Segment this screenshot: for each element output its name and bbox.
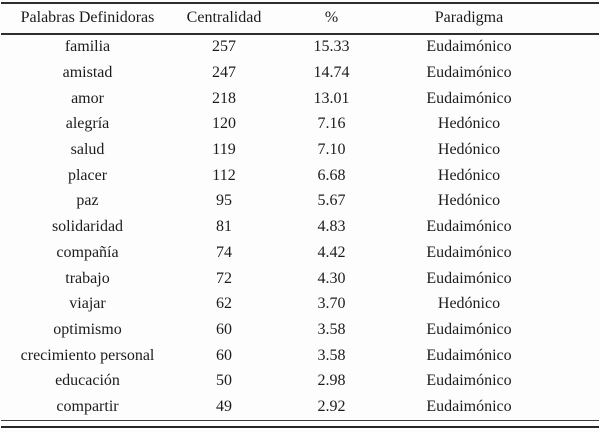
- cell-palabra: compartir: [56, 397, 119, 415]
- table-row: alegría 120 7.16 Hedónico: [1, 112, 599, 138]
- cell-palabra: educación: [55, 372, 120, 390]
- cell-centralidad: 60: [216, 320, 232, 338]
- table-row: placer 112 6.68 Hedónico: [1, 163, 599, 189]
- cell-paradigma: Hedónico: [437, 192, 501, 210]
- cell-centralidad: 218: [212, 89, 236, 107]
- column-header-centralidad: Centralidad: [186, 9, 262, 27]
- cell-palabra: trabajo: [65, 269, 110, 287]
- cell-centralidad: 257: [212, 38, 236, 56]
- cell-porcentaje: 3.58: [317, 320, 346, 338]
- cell-paradigma: Eudaimónico: [426, 397, 512, 415]
- table-row: familia 257 15.33 Eudaimónico: [1, 35, 599, 61]
- table-row: viajar 62 3.70 Hedónico: [1, 291, 599, 317]
- cell-porcentaje: 6.68: [317, 166, 346, 184]
- cell-paradigma: Eudaimónico: [426, 320, 512, 338]
- cell-palabra: amistad: [62, 64, 113, 82]
- cell-palabra: optimismo: [53, 320, 122, 338]
- cell-paradigma: Eudaimónico: [426, 372, 512, 390]
- cell-centralidad: 62: [216, 295, 232, 313]
- cell-porcentaje: 13.01: [313, 89, 350, 107]
- cell-porcentaje: 15.33: [313, 38, 350, 56]
- cell-porcentaje: 7.16: [317, 115, 346, 133]
- table-row: optimismo 60 3.58 Eudaimónico: [1, 317, 599, 343]
- cell-paradigma: Eudaimónico: [426, 346, 512, 364]
- cell-paradigma: Hedónico: [437, 115, 501, 133]
- table-row: salud 119 7.10 Hedónico: [1, 137, 599, 163]
- column-header-palabras-definidoras: Palabras Definidoras: [20, 9, 155, 27]
- table-header-row: Palabras Definidoras Centralidad % Parad…: [1, 4, 599, 35]
- cell-palabra: salud: [70, 141, 105, 159]
- cell-centralidad: 74: [216, 243, 232, 261]
- cell-centralidad: 95: [216, 192, 232, 210]
- cell-paradigma: Eudaimónico: [426, 243, 512, 261]
- cell-porcentaje: 4.42: [317, 243, 346, 261]
- cell-porcentaje: 3.58: [317, 346, 346, 364]
- cell-palabra: amor: [71, 89, 104, 107]
- cell-porcentaje: 5.67: [317, 192, 346, 210]
- cell-paradigma: Eudaimónico: [426, 218, 512, 236]
- cell-porcentaje: 2.98: [317, 372, 346, 390]
- cell-centralidad: 120: [212, 115, 236, 133]
- table-row: paz 95 5.67 Hedónico: [1, 189, 599, 215]
- cell-centralidad: 72: [216, 269, 232, 287]
- cell-paradigma: Eudaimónico: [426, 269, 512, 287]
- cell-porcentaje: 7.10: [317, 141, 346, 159]
- cell-paradigma: Hedónico: [437, 141, 501, 159]
- table-row: educación 50 2.98 Eudaimónico: [1, 368, 599, 394]
- table-row: trabajo 72 4.30 Eudaimónico: [1, 266, 599, 292]
- cell-porcentaje: 14.74: [313, 64, 350, 82]
- cell-porcentaje: 4.30: [317, 269, 346, 287]
- cell-palabra: compañía: [56, 243, 119, 261]
- table-row: amor 218 13.01 Eudaimónico: [1, 86, 599, 112]
- cell-centralidad: 60: [216, 346, 232, 364]
- column-header-paradigma: Paradigma: [434, 9, 504, 27]
- table-bottom-double-rule: [1, 419, 599, 429]
- cell-porcentaje: 4.83: [317, 218, 346, 236]
- table-row: compartir 49 2.92 Eudaimónico: [1, 394, 599, 420]
- cell-porcentaje: 3.70: [317, 295, 346, 313]
- cell-palabra: crecimiento personal: [20, 346, 155, 364]
- cell-palabra: paz: [76, 192, 99, 210]
- cell-centralidad: 112: [212, 166, 236, 184]
- cell-paradigma: Eudaimónico: [426, 89, 512, 107]
- cell-centralidad: 247: [212, 64, 236, 82]
- cell-palabra: placer: [67, 166, 108, 184]
- cell-centralidad: 50: [216, 372, 232, 390]
- cell-paradigma: Hedónico: [437, 295, 501, 313]
- cell-centralidad: 81: [216, 218, 232, 236]
- cell-palabra: solidaridad: [51, 218, 124, 236]
- cell-porcentaje: 2.92: [317, 397, 346, 415]
- cell-paradigma: Eudaimónico: [426, 64, 512, 82]
- column-header-percent: %: [324, 9, 339, 27]
- cell-palabra: alegría: [65, 115, 110, 133]
- cell-paradigma: Eudaimónico: [426, 38, 512, 56]
- table-row: amistad 247 14.74 Eudaimónico: [1, 60, 599, 86]
- cell-paradigma: Hedónico: [437, 166, 501, 184]
- cell-centralidad: 49: [216, 397, 232, 415]
- table-row: compañía 74 4.42 Eudaimónico: [1, 240, 599, 266]
- table-row: crecimiento personal 60 3.58 Eudaimónico: [1, 343, 599, 369]
- cell-palabra: viajar: [69, 295, 106, 313]
- table-body: familia 257 15.33 Eudaimónico amistad 24…: [1, 35, 599, 420]
- cell-centralidad: 119: [212, 141, 236, 159]
- cell-palabra: familia: [64, 38, 111, 56]
- table-row: solidaridad 81 4.83 Eudaimónico: [1, 214, 599, 240]
